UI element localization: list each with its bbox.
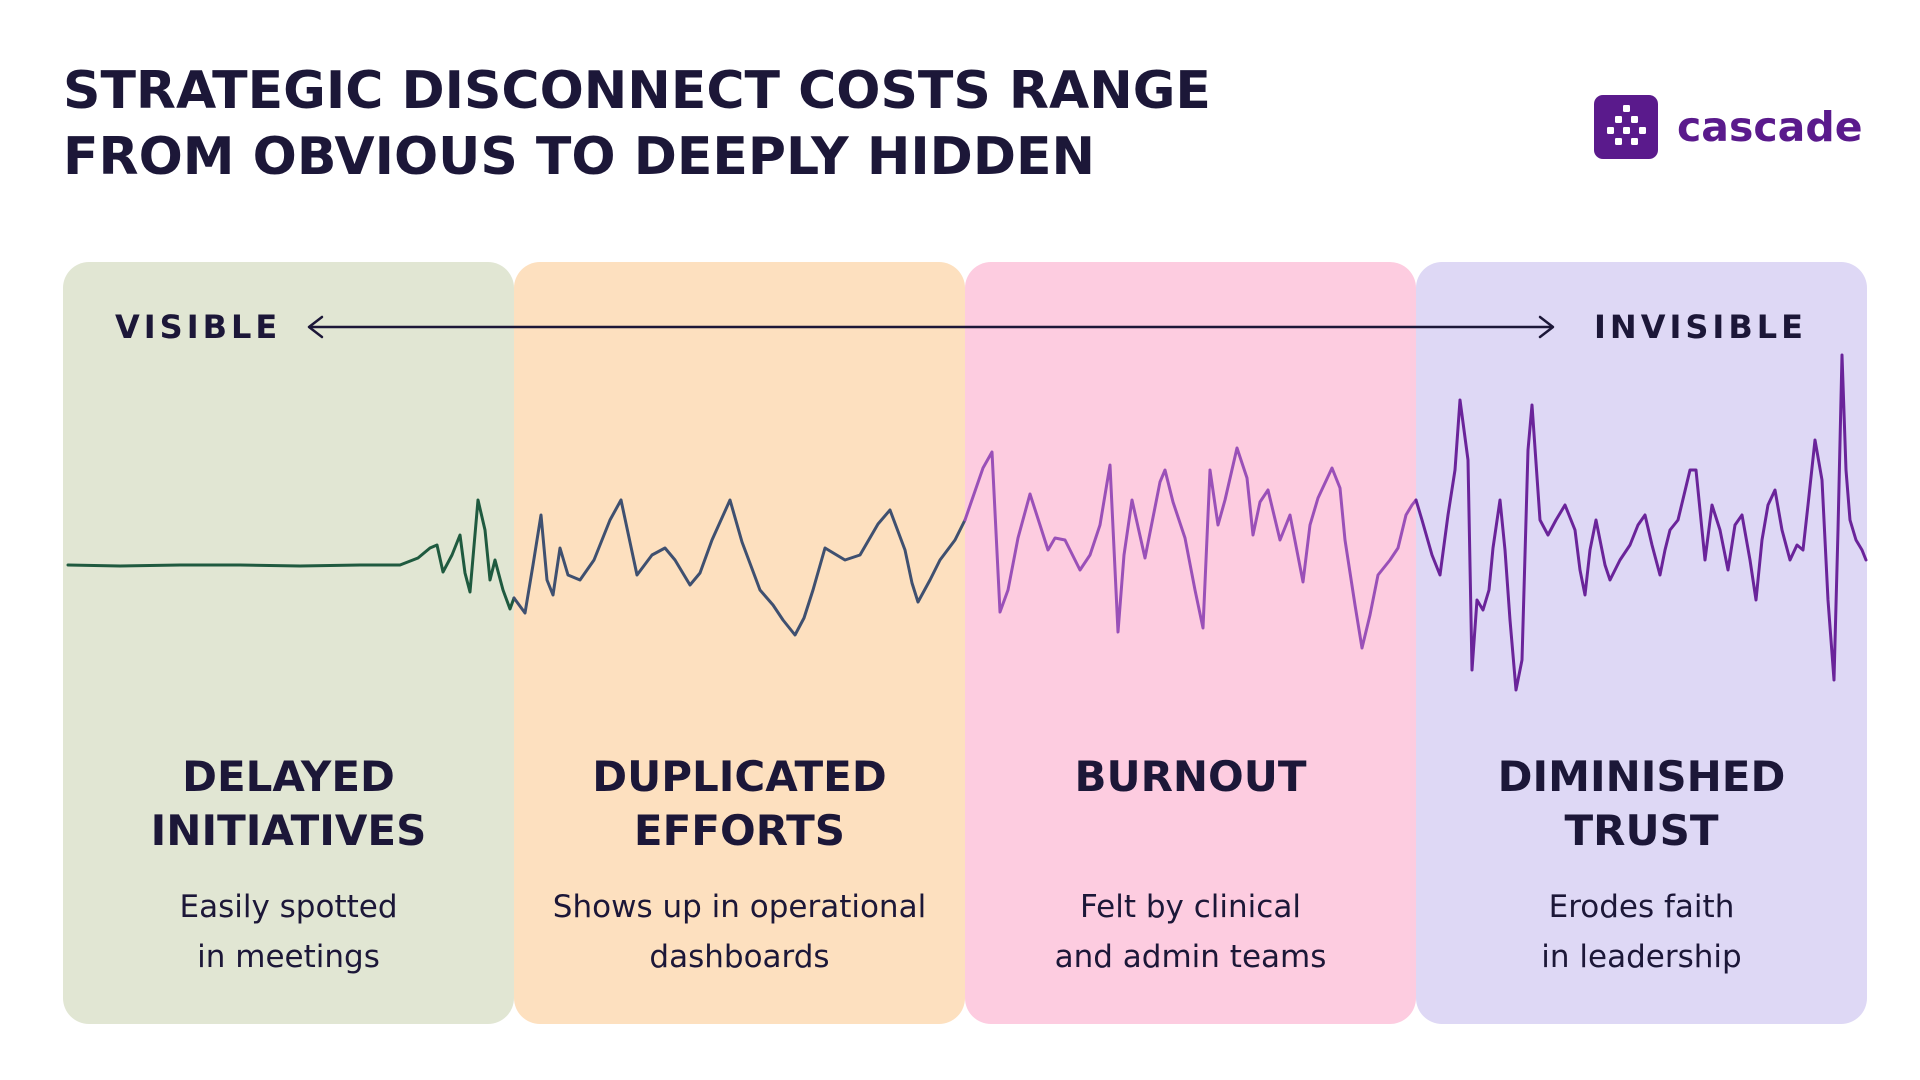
panel-heading: DIMINISHED TRUST [1416,750,1867,858]
panel-heading: DELAYED INITIATIVES [63,750,514,858]
panel-description: Shows up in operational dashboards [514,882,965,982]
cascade-logo-icon [1594,95,1658,159]
panel-duplicated-efforts: DUPLICATED EFFORTS Shows up in operation… [514,262,965,1024]
panel-description-line: Shows up in operational [552,889,927,925]
panel-heading: BURNOUT [965,750,1416,804]
panel-heading: DUPLICATED EFFORTS [514,750,965,858]
invisible-label: INVISIBLE [1594,308,1807,346]
panel-heading-line: DUPLICATED [592,752,887,801]
wave-segment-delayed [66,498,516,611]
page-title: STRATEGIC DISCONNECT COSTS RANGE FROM OB… [63,58,1211,190]
visible-invisible-arrow [307,315,1555,339]
brand-name: cascade [1677,103,1863,151]
panel-heading-line: INITIATIVES [150,806,427,855]
panel-description-line: in leadership [1541,939,1742,975]
panel-heading-line: EFFORTS [633,806,846,855]
panel-description-line: and admin teams [1054,939,1327,975]
wave-segment-duplicated [512,498,967,637]
visible-label: VISIBLE [115,308,282,346]
panel-burnout: BURNOUT Felt by clinical and admin teams [965,262,1416,1024]
title-line-1: STRATEGIC DISCONNECT COSTS RANGE [63,61,1211,121]
panel-description: Felt by clinical and admin teams [965,882,1416,982]
panel-description: Easily spotted in meetings [63,882,514,982]
wave-segment-burnout [963,446,1418,650]
wave-segment-trust [1414,353,1868,692]
brand: cascade [1594,95,1863,159]
panel-heading-line: DELAYED [182,752,395,801]
title-line-2: FROM OBVIOUS TO DEEPLY HIDDEN [63,127,1096,187]
panel-description-line: Felt by clinical [1080,889,1301,925]
panel-description-line: Easily spotted [179,889,398,925]
panel-description-line: dashboards [649,939,830,975]
panel-heading-line: DIMINISHED [1497,752,1786,801]
panel-heading-line: BURNOUT [1074,752,1307,801]
panel-description-line: Erodes faith [1548,889,1735,925]
panel-diminished-trust: DIMINISHED TRUST Erodes faith in leaders… [1416,262,1867,1024]
panel-heading-line: TRUST [1564,806,1719,855]
panel-description-line: in meetings [197,939,380,975]
panel-description: Erodes faith in leadership [1416,882,1867,982]
panel-delayed-initiatives: DELAYED INITIATIVES Easily spotted in me… [63,262,514,1024]
